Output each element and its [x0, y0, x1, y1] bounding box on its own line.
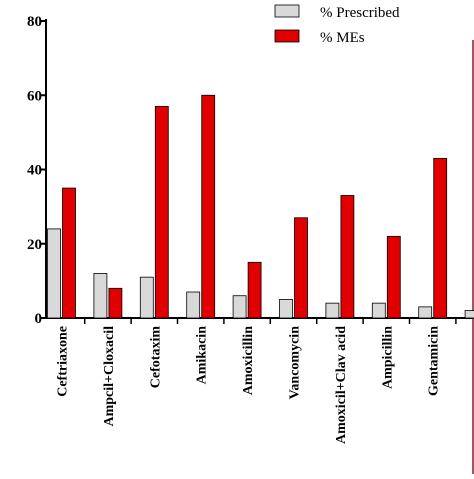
legend-swatch: [275, 5, 299, 17]
x-tick-label: Amoxicil+Clav acid: [334, 326, 349, 444]
x-tick-label: Ceftriaxone: [56, 326, 71, 397]
legend-label: % MEs: [320, 30, 365, 46]
x-ticks: Ceftriaxone Ampcil+Cloxacil Cefotaxim Amika…: [56, 318, 474, 444]
x-tick-label: Ampcil+Cloxacil: [102, 326, 117, 427]
bar-mes: [202, 95, 215, 318]
x-tick-label: Amikacin: [195, 326, 210, 385]
x-tick-label: Amoxicillin: [241, 326, 256, 395]
bar-prescribed: [372, 303, 385, 318]
y-tick-label: 0: [35, 311, 43, 327]
bar-prescribed: [326, 303, 339, 318]
legend-swatch: [275, 30, 299, 42]
bar-mes: [341, 195, 354, 318]
bar-mes: [434, 158, 447, 318]
bar-prescribed: [187, 292, 200, 318]
bars: [48, 95, 474, 318]
x-tick-label: Ampicillin: [380, 326, 395, 389]
legend: % Prescribed % MEs: [275, 5, 400, 46]
x-tick-label: Vancomycin: [288, 326, 303, 400]
bar-prescribed: [280, 299, 293, 318]
bar-mes: [109, 288, 122, 318]
y-ticks: 0 20 40 60 80: [27, 14, 46, 327]
bar-prescribed: [94, 273, 107, 318]
legend-label: % Prescribed: [320, 5, 400, 21]
bar-prescribed: [140, 277, 153, 318]
bar-prescribed: [465, 311, 474, 318]
bar-mes: [295, 218, 308, 318]
bar-mes: [63, 188, 76, 318]
x-tick-label: Cefotaxim: [148, 326, 163, 389]
y-tick-label: 80: [27, 14, 42, 30]
y-tick-label: 60: [27, 88, 42, 104]
bar-prescribed: [233, 296, 246, 318]
bar-prescribed: [48, 229, 61, 318]
bar-prescribed: [419, 307, 432, 318]
bar-mes: [387, 236, 400, 318]
y-tick-label: 40: [27, 163, 42, 179]
bar-mes: [248, 262, 261, 318]
y-tick-label: 20: [27, 237, 42, 253]
x-tick-label: Gentamicin: [427, 326, 442, 396]
bar-mes: [155, 106, 168, 318]
